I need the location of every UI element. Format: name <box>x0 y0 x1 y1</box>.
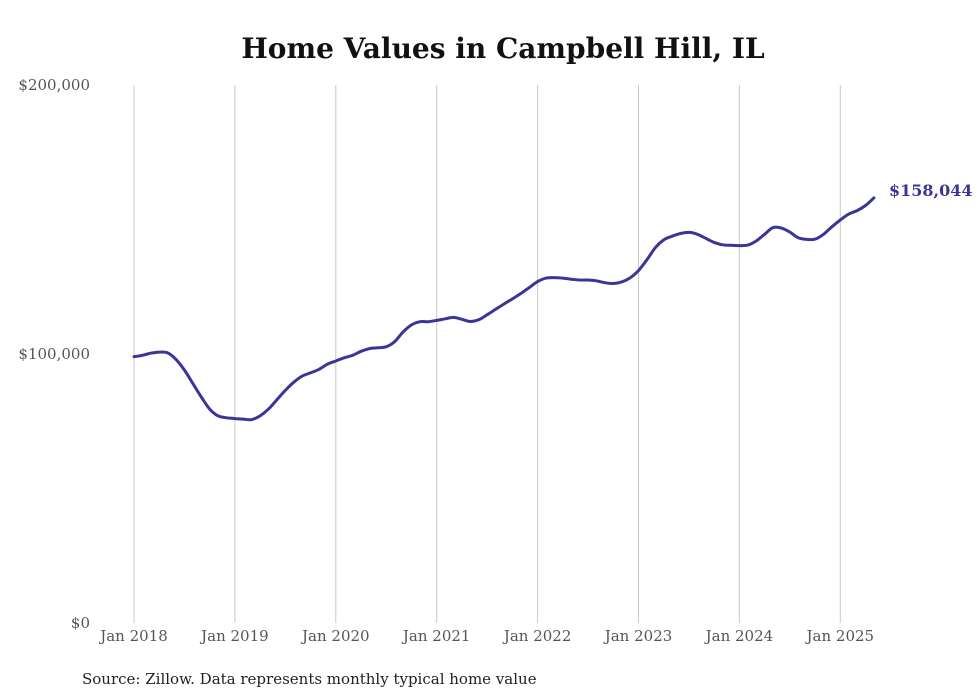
x-tick-label: Jan 2020 <box>300 627 370 645</box>
y-tick-label: $200,000 <box>18 76 90 94</box>
y-tick-label: $100,000 <box>18 345 90 363</box>
x-axis-ticks: Jan 2018 Jan 2019 Jan 2020 Jan 2021 Jan 2022… <box>98 627 874 645</box>
series-line <box>132 196 876 422</box>
x-tick-label: Jan 2019 <box>199 627 269 645</box>
x-tick-label: Jan 2025 <box>805 627 875 645</box>
x-tick-label: Jan 2022 <box>502 627 572 645</box>
y-axis-ticks: $0 $100,000 $200,000 <box>18 76 90 632</box>
grid-lines <box>133 85 841 623</box>
x-tick-label: Jan 2021 <box>401 627 471 645</box>
y-tick-label: $0 <box>71 614 90 632</box>
series-layer <box>132 196 876 422</box>
chart-title: Home Values in Campbell Hill, IL <box>241 32 765 65</box>
source-note: Source: Zillow. Data represents monthly … <box>82 670 537 688</box>
x-tick-label: Jan 2023 <box>603 627 673 645</box>
end-value-label: $158,044 <box>889 181 973 200</box>
x-tick-label: Jan 2024 <box>704 627 774 645</box>
x-tick-label: Jan 2018 <box>98 627 168 645</box>
